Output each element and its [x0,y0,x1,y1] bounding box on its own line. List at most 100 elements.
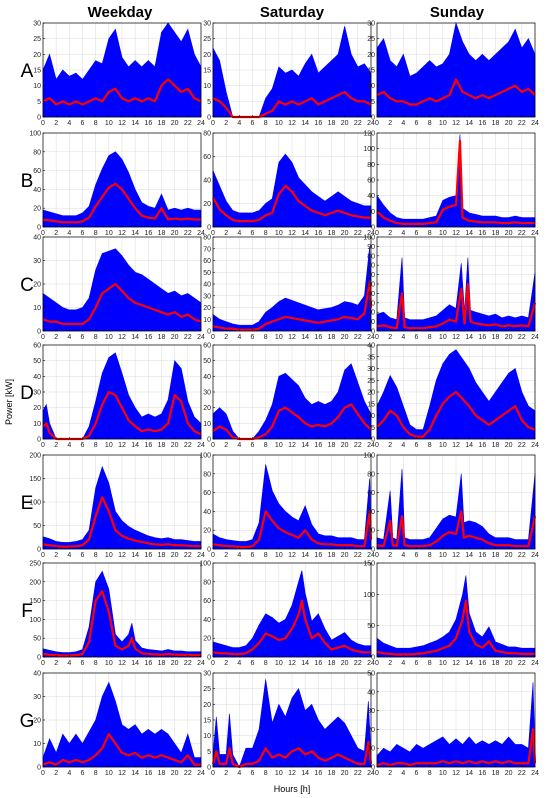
x-tick-label: 14 [301,230,309,237]
x-tick-label: 2 [54,552,58,559]
y-tick-label: 20 [203,305,211,312]
y-tick-label: 0 [37,765,41,772]
y-tick-label: 100 [363,453,375,460]
variability-band [212,570,372,658]
y-tick-label: 25 [203,36,211,43]
x-tick-label: 8 [264,334,268,341]
x-tick-label: 24 [531,230,539,237]
x-tick-label: 12 [288,442,296,449]
x-tick-label: 12 [288,770,296,777]
x-tick-label: 10 [275,120,283,127]
x-tick-label: 2 [224,120,228,127]
x-tick-label: 22 [354,660,362,667]
x-tick-label: 0 [41,442,45,449]
y-tick-label: 30 [33,258,41,265]
y-tick-label: 60 [367,272,375,279]
x-tick-label: 2 [224,770,228,777]
x-tick-label: 12 [118,442,126,449]
x-tick-label: 16 [314,770,322,777]
y-tick-label: 40 [367,509,375,516]
x-tick-label: 20 [171,770,179,777]
x-tick-label: 16 [144,770,152,777]
x-tick-label: 6 [81,770,85,777]
y-tick-label: 80 [203,235,211,242]
x-tick-label: 12 [118,552,126,559]
y-tick-label: 40 [33,671,41,678]
y-tick-label: 20 [367,390,375,397]
y-tick-label: 15 [367,68,375,75]
x-tick-label: 8 [428,442,432,449]
y-tick-label: 20 [33,282,41,289]
x-tick-label: 24 [367,442,375,449]
x-tick-label: 24 [197,770,205,777]
x-tick-label: 24 [197,660,205,667]
mean-profile-line [42,182,201,224]
y-tick-label: 100 [199,453,211,460]
x-tick-label: 18 [328,334,336,341]
x-tick-label: 14 [131,334,139,341]
x-tick-label: 14 [465,442,473,449]
y-tick-label: 250 [29,561,41,568]
row-label-a: A [21,61,34,82]
x-tick-label: 22 [354,334,362,341]
x-tick-label: 22 [184,120,192,127]
y-tick-label: 10 [203,733,211,740]
x-tick-label: 16 [478,552,486,559]
x-tick-label: 10 [439,660,447,667]
y-tick-label: 80 [367,471,375,478]
x-tick-label: 14 [465,230,473,237]
mean-profile-line [42,733,201,766]
x-tick-label: 22 [354,770,362,777]
y-tick-label: 150 [363,561,375,568]
x-tick-label: 0 [41,334,45,341]
y-tick-label: 5 [371,425,375,432]
x-tick-label: 4 [67,442,71,449]
x-tick-label: 14 [301,770,309,777]
x-tick-label: 22 [184,230,192,237]
x-tick-label: 8 [264,120,268,127]
x-tick-label: 14 [301,120,309,127]
x-tick-label: 6 [81,230,85,237]
x-tick-label: 18 [492,552,500,559]
x-tick-label: 20 [341,770,349,777]
x-tick-label: 10 [439,442,447,449]
x-tick-label: 10 [105,120,113,127]
x-tick-label: 20 [341,120,349,127]
x-tick-label: 16 [144,552,152,559]
y-tick-label: 100 [363,235,375,242]
y-tick-label: 0 [371,225,375,232]
y-tick-label: 0 [207,115,211,122]
x-tick-label: 4 [401,334,405,341]
y-tick-label: 20 [33,52,41,59]
x-tick-label: 12 [288,660,296,667]
x-tick-label: 4 [401,120,405,127]
x-tick-label: 12 [118,334,126,341]
x-tick-label: 20 [171,552,179,559]
y-tick-label: 30 [367,708,375,715]
x-tick-label: 14 [465,770,473,777]
x-tick-label: 20 [505,660,513,667]
x-tick-label: 6 [81,334,85,341]
x-tick-label: 16 [478,660,486,667]
y-tick-label: 60 [203,154,211,161]
x-tick-label: 22 [518,660,526,667]
x-tick-label: 16 [314,120,322,127]
x-tick-label: 14 [465,660,473,667]
y-tick-label: 150 [29,598,41,605]
y-tick-label: 20 [203,528,211,535]
x-tick-label: 6 [251,552,255,559]
mean-profile-line [376,282,537,330]
x-tick-label: 10 [439,230,447,237]
x-tick-label: 18 [158,442,166,449]
x-tick-label: 16 [144,660,152,667]
y-tick-label: 70 [367,263,375,270]
variability-band [376,134,536,228]
x-tick-label: 8 [428,230,432,237]
y-tick-label: 20 [367,528,375,535]
y-tick-label: 40 [203,374,211,381]
x-tick-label: 2 [388,552,392,559]
y-tick-label: 30 [203,671,211,678]
